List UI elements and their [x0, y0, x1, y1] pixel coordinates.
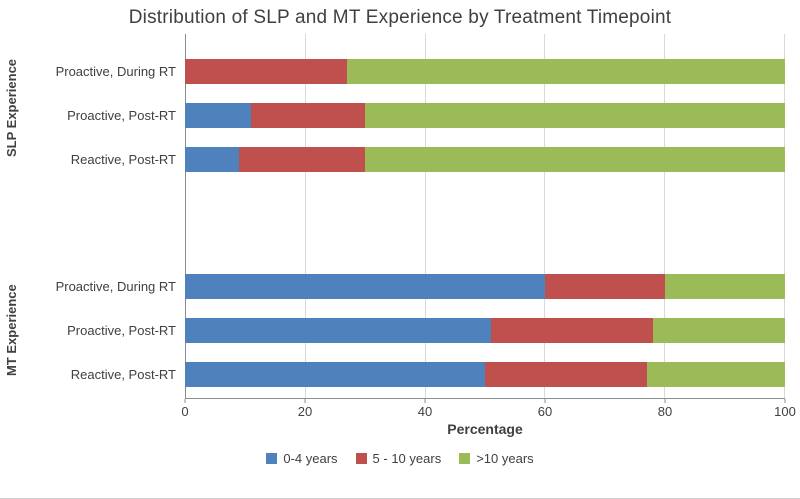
bar-segment	[185, 102, 251, 128]
bar-row: Reactive, Post-RT	[0, 137, 800, 181]
bar-row: Proactive, Post-RT	[0, 93, 800, 137]
bar-track	[185, 58, 785, 84]
x-tick-label: 40	[417, 404, 433, 419]
x-tick-label: 0	[181, 404, 189, 419]
bar-segment	[545, 273, 665, 299]
x-tick-mark	[424, 399, 426, 403]
bar-segment	[185, 273, 545, 299]
legend: 0-4 years 5 - 10 years >10 years	[0, 451, 800, 466]
bar-row: Reactive, Post-RT	[0, 352, 800, 396]
x-tick-mark	[784, 399, 786, 403]
x-tick-label: 80	[657, 404, 673, 419]
bar-segment	[185, 146, 239, 172]
bar-track	[185, 102, 785, 128]
bar-track	[185, 273, 785, 299]
bar-segment	[185, 317, 491, 343]
bar-segment	[485, 361, 647, 387]
gridline	[664, 34, 666, 398]
group-axis-label: SLP Experience	[4, 58, 19, 157]
bar-segment	[239, 146, 365, 172]
legend-item: 0-4 years	[266, 451, 338, 466]
chart-title: Distribution of SLP and MT Experience by…	[128, 7, 672, 28]
x-tick-label: 60	[537, 404, 553, 419]
bar-row: Proactive, During RT	[0, 49, 800, 93]
category-label: Proactive, Post-RT	[67, 107, 176, 123]
x-tick-label: 20	[297, 404, 313, 419]
gridline	[424, 34, 426, 398]
bar-row: Proactive, Post-RT	[0, 308, 800, 352]
bar-track	[185, 146, 785, 172]
plot-area	[185, 34, 785, 399]
category-label: Proactive, During RT	[55, 278, 176, 294]
bar-segment	[665, 273, 785, 299]
bar-segment	[347, 58, 785, 84]
gridline	[784, 34, 785, 398]
category-label: Proactive, Post-RT	[67, 322, 176, 338]
legend-swatch-icon	[355, 453, 367, 464]
x-axis-ticks: 0 20 40 60 80 100	[181, 399, 796, 421]
gridline	[304, 34, 306, 398]
bar-track	[185, 361, 785, 387]
group-section: MT Experience Proactive, During RT Proacti…	[0, 264, 800, 396]
category-label: Proactive, During RT	[55, 63, 176, 79]
gridline	[544, 34, 546, 398]
chart-body: SLP Experience Proactive, During RT Proact…	[0, 34, 800, 399]
legend-label: >10 years	[476, 451, 534, 466]
x-tick-mark	[184, 399, 186, 403]
group-axis-label: MT Experience	[4, 284, 19, 376]
legend-swatch-icon	[266, 453, 278, 464]
bar-segment	[647, 361, 785, 387]
group-section: SLP Experience Proactive, During RT Proact…	[0, 34, 800, 181]
legend-label: 0-4 years	[283, 451, 338, 466]
legend-label: 5 - 10 years	[372, 451, 442, 466]
bar-track	[185, 317, 785, 343]
x-tick-mark	[304, 399, 306, 403]
x-tick-mark	[664, 399, 666, 403]
x-tick-label: 100	[774, 404, 796, 419]
bar-row: Proactive, During RT	[0, 264, 800, 308]
bar-segment	[185, 58, 347, 84]
x-tick-mark	[544, 399, 546, 403]
category-label: Reactive, Post-RT	[70, 151, 176, 167]
legend-item: >10 years	[459, 451, 534, 466]
legend-item: 5 - 10 years	[355, 451, 442, 466]
bar-segment	[251, 102, 365, 128]
chart-groups: SLP Experience Proactive, During RT Proact…	[0, 34, 800, 396]
bar-segment	[185, 361, 485, 387]
bar-segment	[365, 102, 785, 128]
legend-swatch-icon	[459, 453, 471, 464]
category-label: Reactive, Post-RT	[70, 366, 176, 382]
bar-segment	[365, 146, 785, 172]
x-axis-title: Percentage	[447, 421, 523, 437]
bar-segment	[653, 317, 785, 343]
bar-segment	[491, 317, 653, 343]
